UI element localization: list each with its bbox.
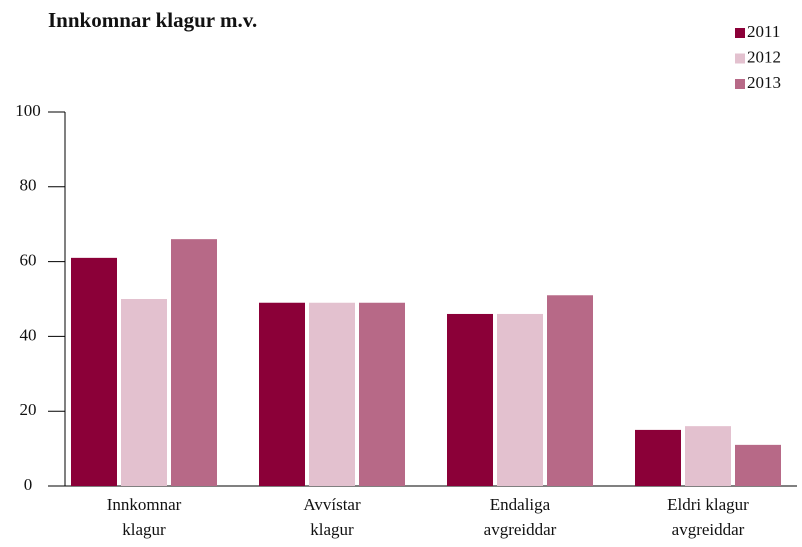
bar [635,429,681,486]
y-tick-label: 40 [20,325,37,344]
y-tick-label: 80 [20,176,37,195]
bar [685,426,731,486]
bar [71,257,117,486]
legend-label: 2013 [747,73,781,92]
legend-swatch [735,28,745,38]
x-tick-label: Endaliga avgreiddar [484,495,557,539]
legend-swatch [735,53,745,64]
bar [497,313,543,486]
bar [359,302,405,486]
bar [259,302,305,486]
chart-title: Innkomnar klagur m.v. [48,8,257,32]
x-tick-label: Innkomnar klagur [107,495,182,539]
bar [171,239,217,486]
bar [547,295,593,486]
y-tick-label: 100 [15,101,41,120]
y-tick-label: 0 [24,475,33,494]
x-tick-label: Eldri klagur avgreiddar [667,495,749,539]
bar [447,313,493,486]
legend-label: 2012 [747,47,781,66]
y-tick-label: 20 [20,400,37,419]
bar [309,302,355,486]
bar [121,299,167,486]
legend-swatch [735,79,745,89]
y-tick-label: 60 [20,251,37,270]
x-tick-label: Avvístar klagur [303,495,361,539]
bar [735,444,781,486]
legend-label: 2011 [747,22,780,41]
